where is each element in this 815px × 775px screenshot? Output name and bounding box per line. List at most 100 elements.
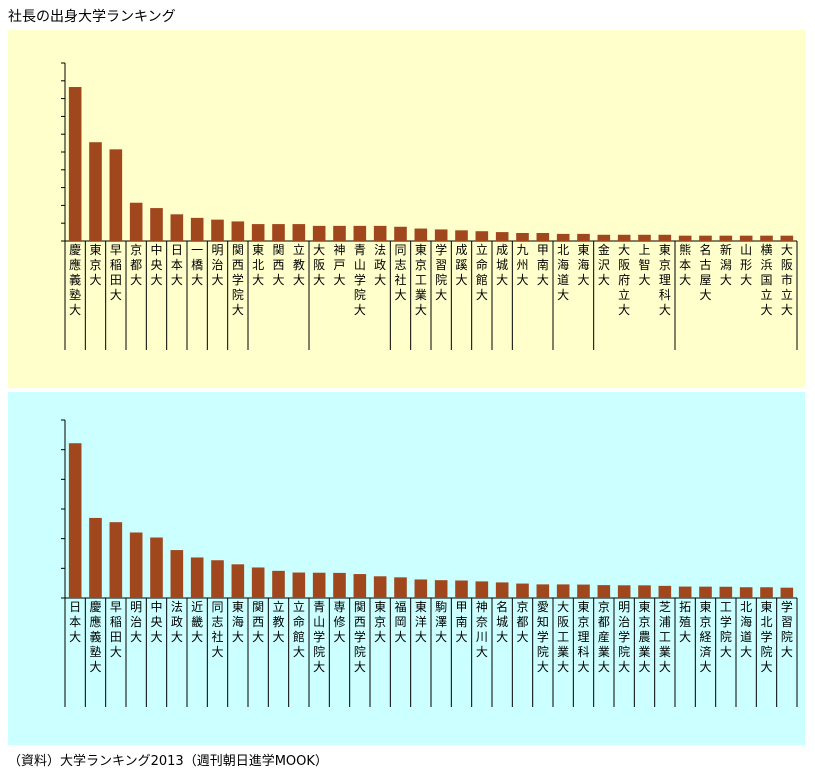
category-label: 大阪工業大	[557, 600, 569, 674]
category-label: 東京経済大	[699, 600, 711, 674]
bar	[89, 142, 102, 241]
page-title: 社長の出身大学ランキング	[8, 9, 176, 25]
category-label: 横浜国立大	[760, 243, 772, 317]
category-label: 法政大	[171, 600, 183, 644]
bar	[739, 587, 753, 598]
bar	[495, 232, 509, 241]
category-label: 慶應義塾大	[89, 600, 101, 674]
bar	[760, 587, 773, 598]
bar	[434, 229, 448, 241]
bar	[373, 576, 387, 598]
category-label: 東海大	[232, 600, 244, 644]
category-label: 明治学院大	[618, 600, 630, 674]
bar	[638, 585, 651, 598]
category-label: 早稲田大	[110, 600, 122, 659]
bar	[414, 228, 428, 241]
bar	[516, 583, 529, 598]
bar	[231, 564, 245, 598]
bar	[129, 202, 143, 241]
category-label: 京都大	[130, 243, 142, 287]
category-label: 東洋大	[415, 600, 427, 644]
category-label: 東京農業大	[638, 600, 650, 674]
bar	[455, 230, 468, 241]
category-label: 京都大	[516, 600, 528, 644]
category-label: 中央大	[150, 599, 162, 644]
category-label: 関西大	[252, 600, 264, 644]
category-label: 東北大	[252, 243, 264, 287]
category-label: 芝浦工業大	[659, 599, 671, 674]
category-label: 神戸大	[333, 243, 345, 287]
bar	[109, 522, 123, 598]
bar	[739, 235, 753, 241]
category-label: 大阪市立大	[781, 243, 793, 317]
category-label: 新潟大	[720, 242, 732, 287]
category-label: 東京理科大	[659, 243, 671, 317]
bar	[150, 208, 163, 241]
category-label: 早稲田大	[110, 243, 122, 302]
bar	[699, 235, 712, 241]
category-label: 日本大	[69, 600, 81, 644]
category-label: 関西学院大	[354, 600, 366, 674]
bar	[394, 226, 407, 241]
category-label: 立教大	[293, 242, 305, 287]
bar	[251, 224, 265, 241]
bar	[190, 557, 204, 598]
bar	[780, 235, 794, 241]
bar	[475, 581, 489, 598]
category-label: 立教大	[272, 599, 284, 644]
category-label: 工学院大	[720, 600, 732, 659]
bar	[150, 537, 163, 598]
category-label: 名古屋大	[699, 242, 711, 302]
category-label: 専修大	[333, 600, 345, 644]
bar	[251, 567, 265, 598]
category-label: 北海道大	[740, 600, 752, 659]
category-label: 青山学院大	[313, 600, 325, 674]
category-label: 東京理科大	[577, 600, 589, 674]
bar	[414, 579, 428, 598]
category-label: 明治大	[130, 600, 142, 644]
category-label: 明治大	[211, 243, 223, 287]
bar	[536, 584, 550, 598]
bar	[68, 87, 82, 241]
bar	[516, 232, 529, 241]
bar	[658, 234, 672, 241]
bar	[455, 580, 468, 598]
bar	[760, 235, 773, 241]
bar	[231, 221, 245, 241]
bar	[190, 217, 204, 241]
bar	[577, 233, 590, 241]
bar	[211, 560, 224, 598]
bar	[495, 582, 509, 598]
bar	[699, 586, 712, 598]
category-label: 慶應義塾大	[69, 243, 81, 317]
category-label: 名城大	[496, 599, 508, 644]
bar	[68, 443, 82, 598]
source-note: （資料）大学ランキング2013（週刊朝日進学MOOK）	[8, 754, 328, 769]
category-label: 関西大	[272, 243, 284, 287]
category-label: 日本大	[171, 243, 183, 287]
bar	[719, 235, 733, 241]
category-label: 一橋大	[191, 243, 203, 287]
category-label: 愛知学院大	[537, 600, 549, 674]
bar-chart-all-companies: 日本大慶應義塾大早稲田大明治大中央大法政大近畿大同志社大東海大関西大立教大立命館…	[61, 419, 798, 707]
category-label: 甲南大	[455, 600, 467, 644]
bar	[292, 572, 306, 598]
category-label: 同志社大	[394, 243, 406, 302]
category-label: 東海大	[577, 243, 589, 287]
bar	[333, 225, 346, 241]
category-label: 拓殖大	[679, 600, 691, 644]
bar	[658, 585, 672, 598]
bar	[678, 235, 692, 241]
bar	[719, 586, 733, 598]
bar	[353, 225, 367, 241]
bar	[556, 233, 570, 241]
category-label: 甲南大	[537, 243, 549, 287]
bar	[312, 225, 326, 241]
bar	[780, 587, 794, 598]
category-label: 東京大	[374, 600, 386, 644]
category-label: 中央大	[150, 242, 162, 287]
category-label: 近畿大	[191, 600, 203, 644]
bar	[272, 570, 285, 598]
bar	[597, 234, 611, 241]
category-label: 九州大	[516, 243, 528, 287]
